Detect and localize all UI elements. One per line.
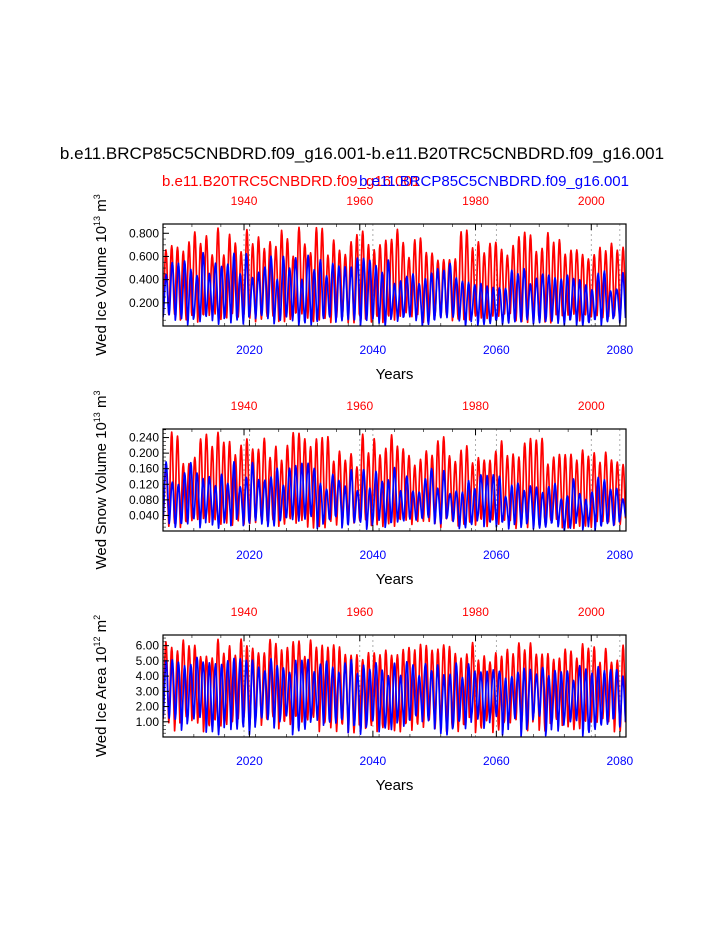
series-line-blue [163,461,626,531]
x-top-tick-label: 1940 [231,399,258,413]
y-tick-label: 6.00 [136,639,160,653]
y-tick-label: 0.160 [129,462,159,476]
x-bottom-tick-label: 2060 [483,343,510,357]
x-bottom-tick-label: 2020 [236,343,263,357]
x-bottom-tick-label: 2040 [360,343,387,357]
y-tick-label: 0.200 [129,296,159,310]
x-top-tick-label: 1960 [346,194,373,208]
series-line-blue [163,656,626,737]
y-tick-label: 0.600 [129,249,159,263]
x-top-tick-label: 1940 [231,605,258,619]
y-axis-label: Wed Ice Area 1012 m2 [92,615,110,757]
y-tick-label: 4.00 [136,669,160,683]
x-bottom-tick-label: 2060 [483,548,510,562]
panel-1: 0.200 0.400 0.600 0.800 2020 2040 2060 2080 1940… [92,194,633,383]
x-bottom-tick-label: 2040 [360,754,387,768]
x-axis-label: Years [376,366,414,383]
y-tick-label: 0.080 [129,493,159,507]
y-tick-label: 0.400 [129,273,159,287]
y-tick-label: 0.200 [129,446,159,460]
x-bottom-tick-label: 2040 [360,548,387,562]
legend: b.e11.B20TRC5CNBDRD.f09_g16.001 b.e11.BR… [162,173,629,190]
x-top-tick-label: 2000 [578,605,605,619]
series-line-red [163,226,626,324]
x-top-tick-label: 1960 [346,605,373,619]
x-top-tick-label: 1980 [462,605,489,619]
y-tick-label: 0.120 [129,477,159,491]
series-line-blue [163,251,626,326]
x-top-tick-label: 1980 [462,399,489,413]
y-tick-label: 0.800 [129,226,159,240]
y-axis-label: Wed Ice Volume 1013 m3 [92,194,110,356]
y-axis-label: Wed Snow Volume 1013 m3 [92,390,110,569]
x-bottom-tick-label: 2080 [606,548,633,562]
x-bottom-tick-label: 2060 [483,754,510,768]
series-line-red [163,431,626,530]
x-top-tick-label: 2000 [578,399,605,413]
figure-title: b.e11.BRCP85C5CNBDRD.f09_g16.001-b.e11.B… [60,144,664,163]
y-tick-label: 0.240 [129,431,159,445]
x-bottom-tick-label: 2020 [236,548,263,562]
y-tick-label: 0.040 [129,508,159,522]
x-bottom-tick-label: 2080 [606,343,633,357]
x-bottom-tick-label: 2080 [606,754,633,768]
panel-3: 1.002.00 3.004.005.006.00 2020 2040 2060 2080… [92,605,633,794]
legend-blue-case: b.e11.BRCP85C5CNBDRD.f09_g16.001 [359,173,629,190]
y-tick-label: 2.00 [136,700,160,714]
x-top-tick-label: 2000 [578,194,605,208]
x-axis-label: Years [376,571,414,588]
legend-red-case: b.e11.B20TRC5CNBDRD.f09_g16.001 [162,173,420,190]
x-top-tick-label: 1980 [462,194,489,208]
x-axis-label: Years [376,777,414,794]
x-top-tick-label: 1940 [231,194,258,208]
panels: 0.200 0.400 0.600 0.800 2020 2040 2060 2080 1940… [92,194,633,794]
y-tick-label: 1.00 [136,715,160,729]
y-tick-label: 5.00 [136,654,160,668]
x-bottom-tick-label: 2020 [236,754,263,768]
y-tick-label: 3.00 [136,684,160,698]
x-top-tick-label: 1960 [346,399,373,413]
